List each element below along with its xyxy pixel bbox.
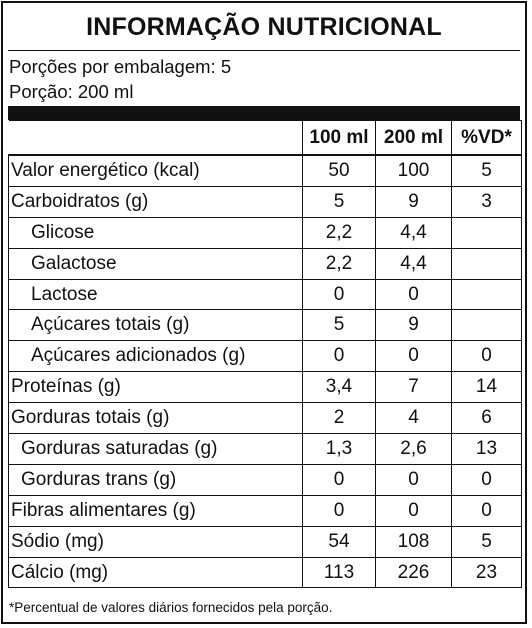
- table-row: Gorduras saturadas (g) 1,3 2,6 13: [8, 433, 522, 465]
- thick-divider: [8, 106, 520, 120]
- value-vd: 5: [451, 525, 522, 558]
- value-vd: 0: [451, 463, 522, 496]
- column-header-200ml: 200 ml: [375, 120, 452, 156]
- value-100ml: 3,4: [302, 371, 376, 404]
- nutrient-name: Açúcares totais (g): [8, 309, 303, 342]
- value-vd: [451, 247, 522, 280]
- nutrient-name: Cálcio (mg): [8, 556, 303, 589]
- footnote: *Percentual de valores diários fornecido…: [9, 600, 333, 615]
- table-header-row: 100 ml 200 ml %VD*: [8, 120, 522, 156]
- table-row: Fibras alimentares (g) 0 0 0: [8, 494, 522, 527]
- table-row: Gorduras totais (g) 2 4 6: [8, 402, 522, 435]
- value-100ml: 1,3: [302, 433, 376, 465]
- table-row: Cálcio (mg) 113 226 23: [8, 556, 522, 589]
- servings-per-package: Porções por embalagem: 5: [9, 56, 232, 77]
- value-200ml: 7: [375, 371, 452, 404]
- value-200ml: 9: [375, 309, 452, 342]
- value-vd: [451, 278, 522, 311]
- value-200ml: 0: [375, 494, 452, 527]
- nutrient-name: Lactose: [8, 278, 303, 311]
- nutrient-name: Galactose: [8, 247, 303, 280]
- value-200ml: 100: [375, 153, 452, 187]
- table-row: Sódio (mg) 54 108 5: [8, 525, 522, 558]
- value-vd: 13: [451, 433, 522, 465]
- value-100ml: 5: [302, 309, 376, 342]
- value-200ml: 4,4: [375, 247, 452, 280]
- value-vd: [451, 216, 522, 249]
- label-title: INFORMAÇÃO NUTRICIONAL: [86, 13, 442, 41]
- value-vd: 0: [451, 494, 522, 527]
- table-row: Glicose 2,2 4,4: [8, 216, 522, 249]
- portion-size: Porção: 200 ml: [9, 81, 134, 102]
- value-200ml: 2,6: [375, 433, 452, 465]
- table-row: Proteínas (g) 3,4 7 14: [8, 371, 522, 404]
- value-vd: 14: [451, 371, 522, 404]
- value-100ml: 0: [302, 494, 376, 527]
- value-100ml: 0: [302, 463, 376, 496]
- value-vd: 5: [451, 153, 522, 187]
- column-header-vd: %VD*: [451, 120, 522, 156]
- value-vd: 23: [451, 556, 522, 589]
- header-blank: [8, 120, 303, 156]
- table-row: Galactose 2,2 4,4: [8, 247, 522, 280]
- value-200ml: 108: [375, 525, 452, 558]
- value-100ml: 50: [302, 153, 376, 187]
- value-100ml: 113: [302, 556, 376, 589]
- nutrition-table: 100 ml 200 ml %VD* Valor energético (kca…: [8, 120, 522, 589]
- nutrient-name: Proteínas (g): [8, 371, 303, 404]
- value-vd: [451, 309, 522, 342]
- value-100ml: 2: [302, 402, 376, 435]
- nutrient-name: Glicose: [8, 216, 303, 249]
- nutrient-name: Carboidratos (g): [8, 185, 303, 218]
- nutrient-name: Valor energético (kcal): [8, 153, 303, 187]
- table-row: Valor energético (kcal) 50 100 5: [8, 153, 522, 187]
- nutrient-name: Sódio (mg): [8, 525, 303, 558]
- value-100ml: 5: [302, 185, 376, 218]
- value-200ml: 0: [375, 340, 452, 373]
- column-header-100ml: 100 ml: [302, 120, 376, 156]
- value-200ml: 9: [375, 185, 452, 218]
- value-100ml: 2,2: [302, 216, 376, 249]
- value-200ml: 0: [375, 278, 452, 311]
- value-100ml: 0: [302, 278, 376, 311]
- value-200ml: 4: [375, 402, 452, 435]
- value-100ml: 2,2: [302, 247, 376, 280]
- value-200ml: 4,4: [375, 216, 452, 249]
- value-200ml: 0: [375, 463, 452, 496]
- value-100ml: 54: [302, 525, 376, 558]
- table-row: Gorduras trans (g) 0 0 0: [8, 463, 522, 496]
- value-vd: 6: [451, 402, 522, 435]
- table-row: Carboidratos (g) 5 9 3: [8, 185, 522, 218]
- nutrient-name: Gorduras totais (g): [8, 402, 303, 435]
- nutrient-name: Gorduras trans (g): [8, 463, 303, 496]
- title-divider: [8, 50, 520, 51]
- table-row: Lactose 0 0: [8, 278, 522, 311]
- value-100ml: 0: [302, 340, 376, 373]
- value-vd: 0: [451, 340, 522, 373]
- value-200ml: 226: [375, 556, 452, 589]
- table-row: Açúcares adicionados (g) 0 0 0: [8, 340, 522, 373]
- nutrient-name: Gorduras saturadas (g): [8, 433, 303, 465]
- value-vd: 3: [451, 185, 522, 218]
- nutrient-name: Fibras alimentares (g): [8, 494, 303, 527]
- nutrient-name: Açúcares adicionados (g): [8, 340, 303, 373]
- table-row: Açúcares totais (g) 5 9: [8, 309, 522, 342]
